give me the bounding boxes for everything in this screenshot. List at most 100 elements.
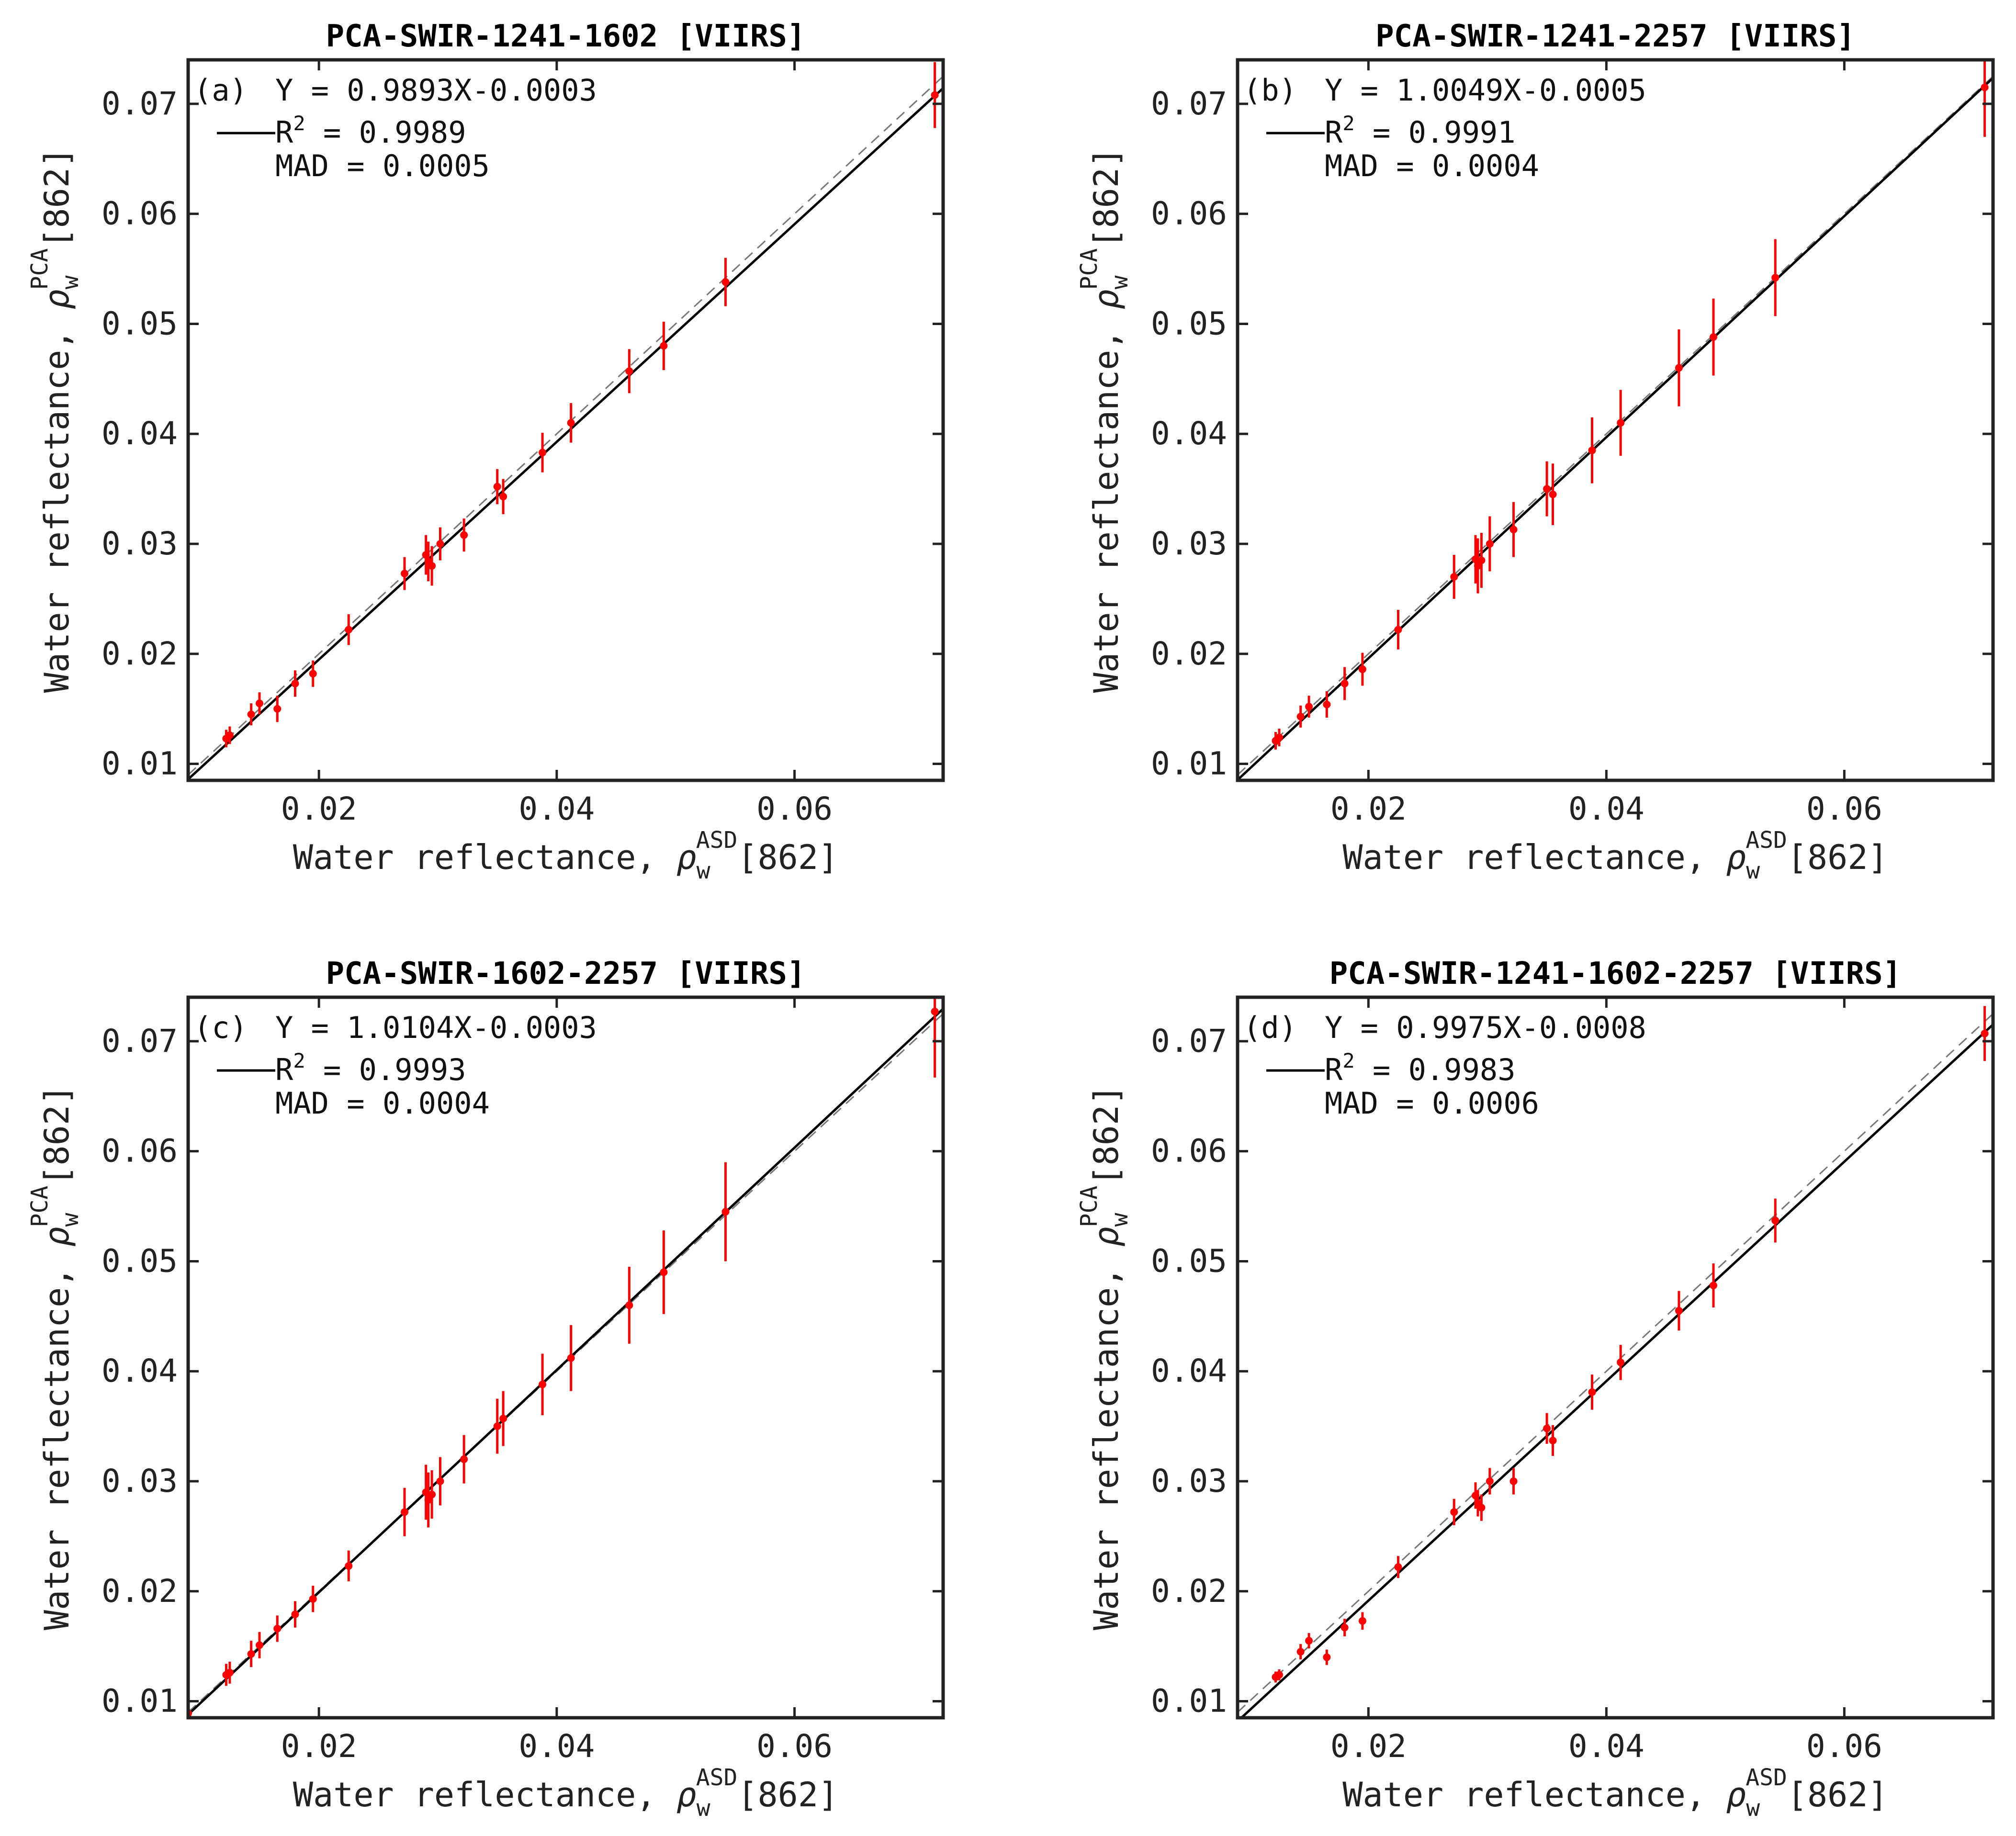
y-tick-label: 0.03 (1151, 525, 1227, 562)
panel-title: PCA-SWIR-1241-2257 [VIIRS] (1375, 19, 1855, 54)
y-tick-label: 0.01 (101, 1683, 178, 1720)
plot-area (1238, 60, 1993, 780)
data-point (1394, 626, 1402, 634)
panel-label: (d) (1243, 1010, 1297, 1045)
data-point (1477, 1504, 1486, 1512)
data-point (660, 342, 668, 350)
r-squared: R2 = 0.9983 (1325, 1049, 1516, 1087)
x-axis-label: Water reflectance, ρwASD[862] (293, 827, 838, 884)
mad-value: MAD = 0.0004 (1325, 148, 1539, 183)
data-point (1450, 573, 1458, 581)
data-point (1474, 562, 1482, 570)
x-tick-label: 0.06 (756, 1728, 833, 1765)
x-tick-label: 0.02 (1330, 790, 1407, 827)
data-point (1486, 540, 1494, 548)
x-tick-label: 0.02 (281, 1728, 357, 1765)
data-point (1305, 703, 1313, 711)
data-point (539, 449, 547, 457)
data-point (1450, 1508, 1458, 1516)
data-point (1549, 1436, 1557, 1444)
data-point (1617, 419, 1625, 427)
data-point (1509, 526, 1518, 534)
panel-title: PCA-SWIR-1241-1602 [VIIRS] (326, 19, 806, 54)
y-tick-label: 0.03 (101, 1463, 178, 1499)
data-point (1323, 700, 1331, 709)
x-tick-label: 0.04 (518, 1728, 595, 1765)
data-point (493, 483, 501, 491)
data-point (1617, 1358, 1625, 1366)
data-point (309, 670, 317, 678)
axes-frame (186, 995, 945, 1720)
fit-equation: Y = 0.9893X-0.0003 (275, 73, 597, 108)
data-point (1710, 1282, 1718, 1289)
data-point (345, 1562, 353, 1570)
data-point (721, 278, 730, 286)
axes-frame (1236, 58, 1995, 782)
data-point (1675, 364, 1683, 372)
y-axis-label: Water reflectance, ρwPCA[862] (1076, 1085, 1133, 1630)
data-point (1675, 1307, 1683, 1315)
data-point (436, 540, 444, 548)
data-point (1394, 1563, 1402, 1571)
y-tick-label: 0.07 (1151, 85, 1227, 122)
data-point (247, 1650, 255, 1658)
data-point (1981, 83, 1989, 91)
panel-title: PCA-SWIR-1241-1602-2257 [VIIRS] (1329, 956, 1901, 991)
y-tick-label: 0.02 (1151, 635, 1227, 672)
r-squared: R2 = 0.9993 (275, 1049, 466, 1087)
y-tick-label: 0.01 (101, 745, 178, 782)
x-tick-label: 0.02 (1330, 1728, 1407, 1765)
plot-area (1238, 1006, 1993, 1718)
x-axis-label: Water reflectance, ρwASD[862] (1342, 827, 1888, 884)
x-tick-label: 0.02 (281, 790, 357, 827)
x-tick-label: 0.04 (1568, 1728, 1644, 1765)
y-axis-label: Water reflectance, ρwPCA[862] (1076, 147, 1133, 693)
y-tick-label: 0.04 (1151, 415, 1227, 452)
data-point (1509, 1477, 1518, 1485)
y-tick-label: 0.06 (101, 195, 178, 232)
plot-area (188, 997, 943, 1718)
x-tick-label: 0.06 (756, 790, 833, 827)
y-tick-label: 0.07 (101, 85, 178, 122)
data-point (1275, 733, 1283, 742)
y-tick-label: 0.01 (1151, 1683, 1227, 1720)
y-tick-label: 0.07 (101, 1023, 178, 1059)
data-point (1358, 1617, 1366, 1625)
y-tick-label: 0.03 (1151, 1463, 1227, 1499)
data-point (225, 1668, 234, 1677)
data-point (931, 91, 939, 99)
data-point (1296, 1648, 1305, 1656)
fit-equation: Y = 1.0049X-0.0005 (1325, 73, 1646, 108)
panel-b: PCA-SWIR-1241-2257 [VIIRS] 0.02 0.04 0.06 0.… (1076, 19, 1995, 884)
mad-value: MAD = 0.0005 (275, 148, 490, 183)
x-tick-label: 0.04 (518, 790, 595, 827)
y-tick-label: 0.02 (1151, 1573, 1227, 1610)
panel-label: (a) (194, 73, 248, 108)
data-point (499, 493, 507, 501)
data-point (1305, 1637, 1313, 1645)
data-point (309, 1595, 317, 1603)
mad-value: MAD = 0.0006 (1325, 1086, 1539, 1121)
panel-d: PCA-SWIR-1241-1602-2257 [VIIRS] 0.02 0.04 0… (1076, 956, 1995, 1822)
fit-equation: Y = 0.9975X-0.0008 (1325, 1010, 1646, 1045)
data-point (493, 1422, 501, 1431)
r-squared: R2 = 0.9989 (275, 112, 466, 150)
data-point (1477, 556, 1486, 564)
data-point (460, 1455, 468, 1464)
y-tick-label: 0.05 (101, 1242, 178, 1279)
axes-frame (186, 58, 945, 782)
data-point (1296, 712, 1305, 721)
data-point (428, 1490, 436, 1498)
data-point (291, 679, 299, 687)
data-point (1588, 446, 1596, 454)
data-point (1771, 273, 1779, 282)
data-point (225, 731, 234, 739)
data-point (424, 1496, 432, 1504)
data-point (273, 1624, 282, 1633)
x-tick-label: 0.04 (1568, 790, 1644, 827)
data-point (625, 1301, 633, 1309)
data-point (625, 367, 633, 375)
data-point (1275, 1671, 1283, 1679)
y-tick-label: 0.04 (101, 1352, 178, 1389)
